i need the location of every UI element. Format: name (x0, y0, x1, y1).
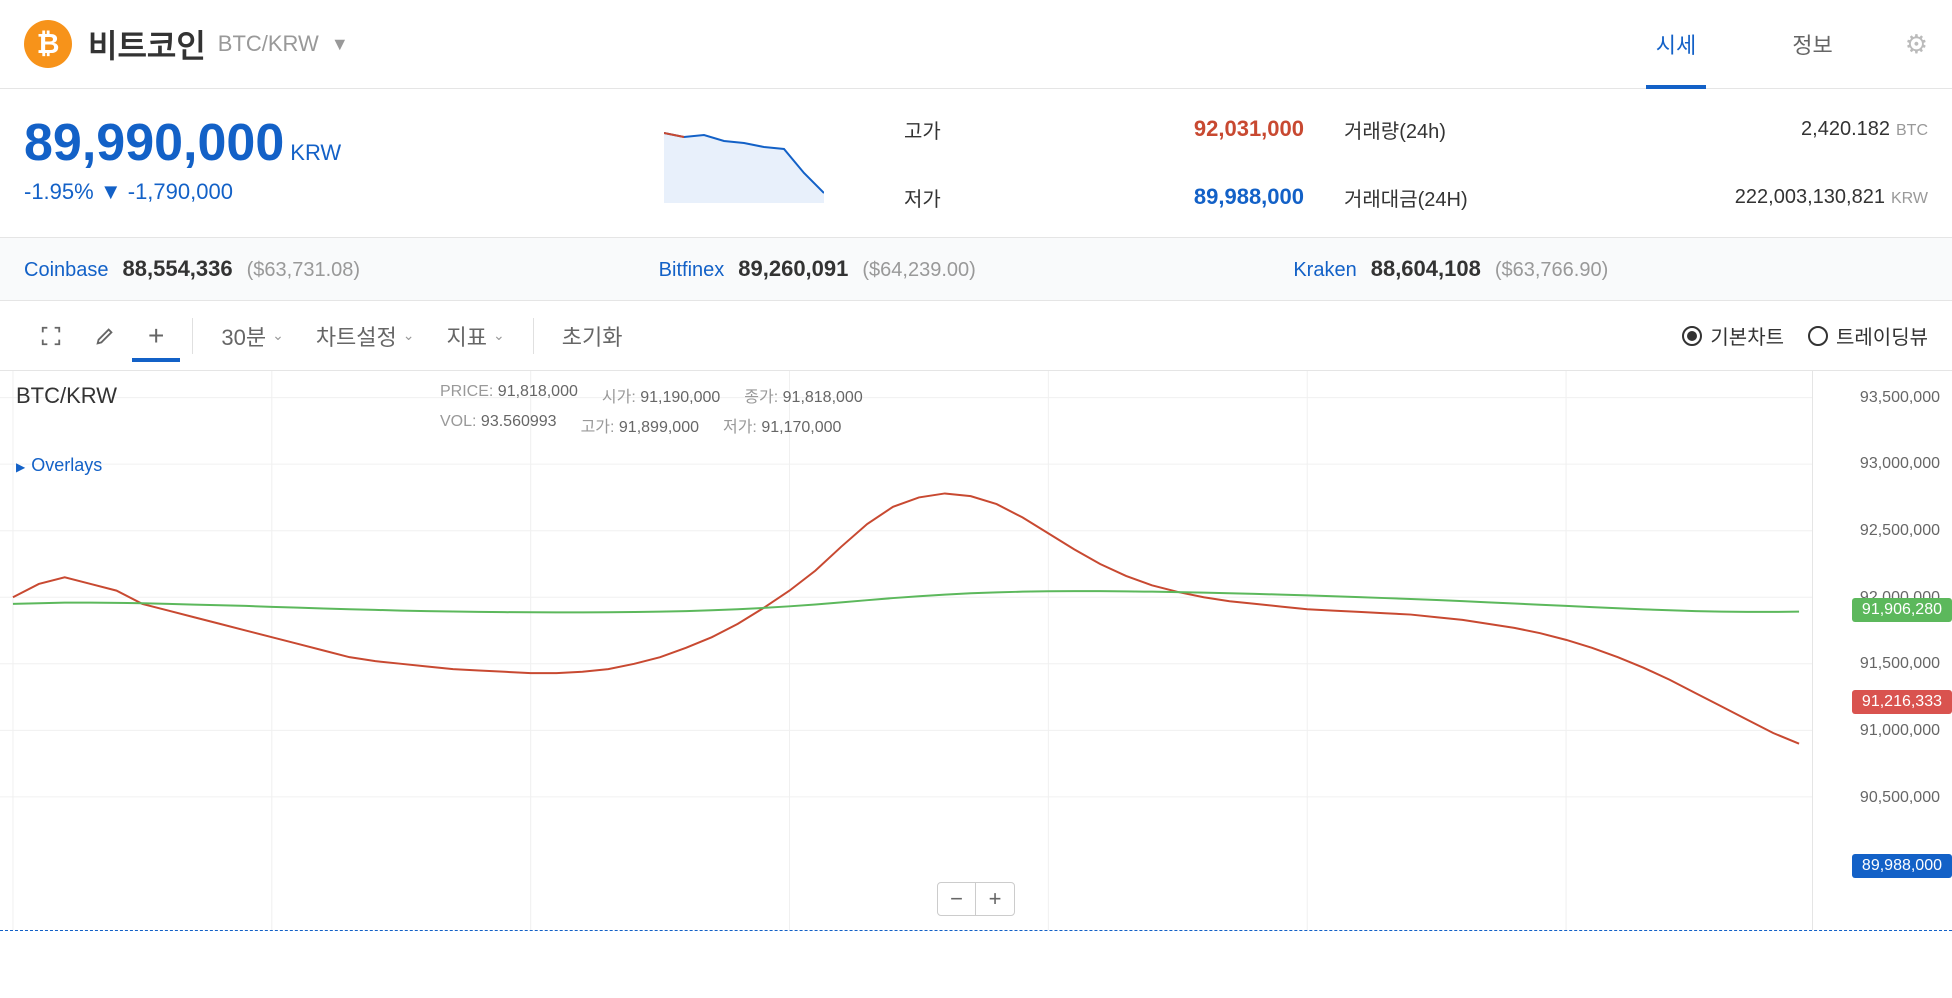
chart-ohlc-info: PRICE: 91,818,000 시가: 91,190,000 종가: 91,… (440, 383, 863, 443)
fullscreen-button[interactable] (24, 315, 78, 357)
y-tick: 90,500,000 (1860, 789, 1940, 807)
coin-name: 비트코인 (88, 21, 206, 67)
chart-area[interactable]: BTC/KRW PRICE: 91,818,000 시가: 91,190,000… (0, 371, 1952, 931)
exchange-bitfinex: Bitfinex 89,260,091 ($64,239.00) (659, 256, 1294, 282)
coin-pair: BTC/KRW (218, 31, 319, 57)
overlays-toggle[interactable]: Overlays (16, 455, 102, 476)
sparkline (624, 113, 864, 213)
price-tag: 91,216,333 (1852, 690, 1952, 714)
price-tag: 89,988,000 (1852, 854, 1952, 878)
exchange-coinbase: Coinbase 88,554,336 ($63,731.08) (24, 256, 659, 282)
y-tick: 91,000,000 (1860, 722, 1940, 740)
chart-pair-label: BTC/KRW (16, 383, 117, 409)
tab-price[interactable]: 시세 (1608, 12, 1744, 76)
low-label: 저가 (904, 183, 1084, 212)
zoom-in-button[interactable]: + (976, 883, 1014, 915)
y-tick: 91,500,000 (1860, 655, 1940, 673)
chart-settings-dropdown[interactable]: 차트설정⌄ (300, 310, 431, 362)
current-price: 89,990,000 (24, 113, 284, 173)
indicator-dropdown[interactable]: 지표⌄ (431, 310, 521, 362)
price-section: 89,990,000KRW -1.95% ▼ -1,790,000 고가 92,… (0, 89, 1952, 238)
bitcoin-icon: ₿ (24, 20, 72, 68)
crosshair-button[interactable]: + (132, 310, 180, 362)
y-tick: 93,500,000 (1860, 389, 1940, 407)
low-value: 89,988,000 (1084, 184, 1344, 210)
exchange-row: Coinbase 88,554,336 ($63,731.08) Bitfine… (0, 238, 1952, 301)
price-tag: 91,906,280 (1852, 598, 1952, 622)
price-change: -1.95% ▼ -1,790,000 (24, 179, 624, 205)
pair-dropdown[interactable]: ▼ (331, 34, 349, 55)
high-label: 고가 (904, 115, 1084, 144)
zoom-out-button[interactable]: − (938, 883, 976, 915)
chart-toolbar: + 30분⌄ 차트설정⌄ 지표⌄ 초기화 기본차트 트레이딩뷰 (0, 301, 1952, 371)
header: ₿ 비트코인 BTC/KRW ▼ 시세 정보 ⚙ (0, 0, 1952, 89)
tab-info[interactable]: 정보 (1744, 12, 1880, 76)
y-axis: 93,500,00093,000,00092,500,00092,000,000… (1812, 371, 1952, 930)
chart-canvas[interactable] (0, 371, 1812, 930)
price-currency: KRW (290, 140, 341, 165)
settings-gear-icon[interactable]: ⚙ (1905, 29, 1928, 60)
vol24-label: 거래량(24h) (1344, 115, 1564, 144)
zoom-control: − + (937, 882, 1015, 916)
stats-grid: 고가 92,031,000 거래량(24h) 2,420.182BTC 저가 8… (864, 113, 1928, 213)
y-tick: 93,000,000 (1860, 455, 1940, 473)
interval-dropdown[interactable]: 30분⌄ (205, 310, 299, 362)
radio-basic-chart[interactable]: 기본차트 (1682, 321, 1784, 350)
reset-button[interactable]: 초기화 (546, 310, 639, 362)
y-tick: 92,500,000 (1860, 522, 1940, 540)
high-value: 92,031,000 (1084, 116, 1344, 142)
vol24-value: 2,420.182BTC (1564, 118, 1928, 141)
draw-button[interactable] (78, 315, 132, 357)
amt24-value: 222,003,130,821KRW (1564, 186, 1928, 209)
header-tabs: 시세 정보 ⚙ (1608, 12, 1928, 76)
amt24-label: 거래대금(24H) (1344, 183, 1564, 212)
exchange-kraken: Kraken 88,604,108 ($63,766.90) (1293, 256, 1928, 282)
radio-trading-view[interactable]: 트레이딩뷰 (1808, 321, 1928, 350)
price-main: 89,990,000KRW -1.95% ▼ -1,790,000 (24, 113, 624, 213)
